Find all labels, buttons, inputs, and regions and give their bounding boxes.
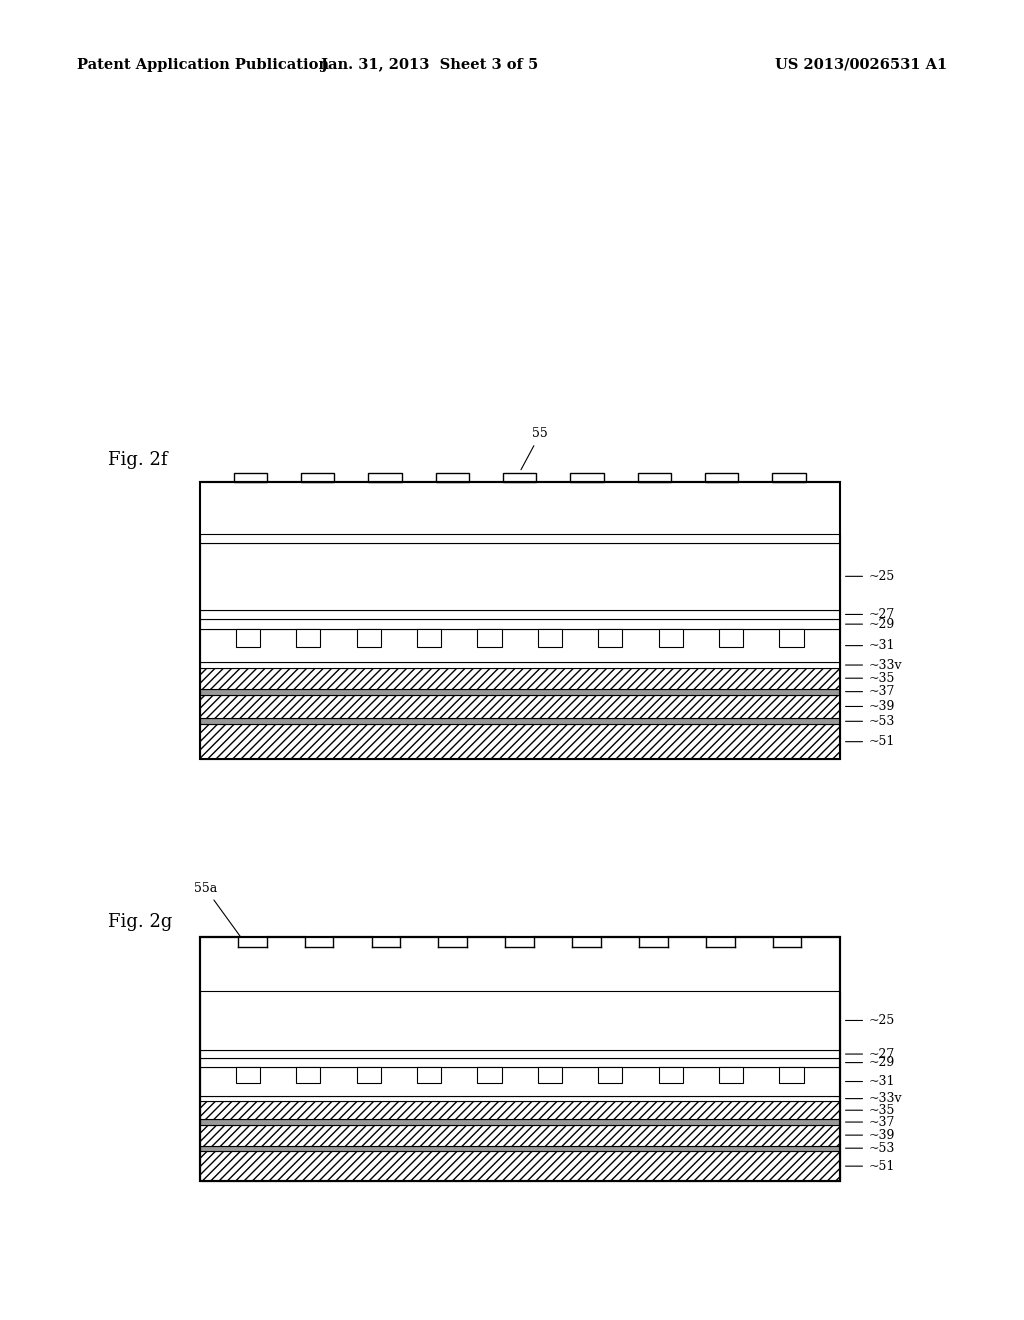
Bar <box>200 694 840 718</box>
Bar <box>706 937 734 946</box>
Text: ~25: ~25 <box>868 570 895 583</box>
Bar <box>200 937 840 1181</box>
Text: ~31: ~31 <box>868 639 895 652</box>
Bar <box>200 663 840 668</box>
Text: Patent Application Publication: Patent Application Publication <box>77 58 329 71</box>
Bar <box>538 1067 562 1082</box>
Text: ~25: ~25 <box>868 1014 895 1027</box>
Text: ~51: ~51 <box>868 1160 895 1172</box>
Bar <box>772 474 806 482</box>
Bar <box>598 1067 623 1082</box>
Bar <box>200 991 840 1049</box>
Bar <box>503 474 537 482</box>
Bar <box>233 474 267 482</box>
Bar <box>779 630 804 647</box>
Text: ~27: ~27 <box>868 1048 895 1060</box>
Bar <box>570 474 603 482</box>
Bar <box>200 1101 840 1119</box>
Bar <box>638 474 671 482</box>
Bar <box>598 630 623 647</box>
Text: Fig. 2g: Fig. 2g <box>108 912 172 931</box>
Bar <box>372 937 400 946</box>
Bar <box>200 718 840 725</box>
Bar <box>200 1119 840 1125</box>
Text: ~53: ~53 <box>868 1142 895 1155</box>
Bar <box>200 725 840 759</box>
Bar <box>200 619 840 630</box>
Bar <box>438 937 467 946</box>
Bar <box>639 937 668 946</box>
Bar <box>200 1067 840 1096</box>
Bar <box>779 1067 804 1082</box>
Bar <box>200 668 840 689</box>
Bar <box>356 1067 381 1082</box>
Text: 55a: 55a <box>194 882 245 942</box>
Text: ~53: ~53 <box>868 715 895 727</box>
Text: ~37: ~37 <box>868 1115 895 1129</box>
Text: ~51: ~51 <box>868 735 895 748</box>
Bar <box>538 630 562 647</box>
Bar <box>477 1067 502 1082</box>
Text: ~29: ~29 <box>868 618 895 631</box>
Bar <box>658 1067 683 1082</box>
Bar <box>301 474 334 482</box>
Bar <box>238 937 266 946</box>
Text: ~31: ~31 <box>868 1074 895 1088</box>
Bar <box>706 474 738 482</box>
Text: US 2013/0026531 A1: US 2013/0026531 A1 <box>775 58 947 71</box>
Bar <box>436 474 469 482</box>
Bar <box>200 482 840 759</box>
Text: ~39: ~39 <box>868 1129 895 1142</box>
Bar <box>296 630 321 647</box>
Bar <box>369 474 401 482</box>
Bar <box>200 1059 840 1067</box>
Bar <box>417 1067 441 1082</box>
Bar <box>236 630 260 647</box>
Bar <box>477 630 502 647</box>
Bar <box>200 1096 840 1101</box>
Text: 55: 55 <box>521 428 548 470</box>
Text: ~37: ~37 <box>868 685 895 698</box>
Bar <box>200 535 840 543</box>
Bar <box>200 543 840 610</box>
Bar <box>773 937 802 946</box>
Text: ~33v: ~33v <box>868 1092 902 1105</box>
Bar <box>200 1146 840 1151</box>
Bar <box>200 1125 840 1146</box>
Bar <box>200 937 840 1181</box>
Bar <box>719 1067 743 1082</box>
Text: ~27: ~27 <box>868 609 895 620</box>
Bar <box>200 610 840 619</box>
Bar <box>236 1067 260 1082</box>
Bar <box>719 630 743 647</box>
Text: ~35: ~35 <box>868 672 895 685</box>
Bar <box>658 630 683 647</box>
Bar <box>200 1151 840 1181</box>
Bar <box>417 630 441 647</box>
Bar <box>296 1067 321 1082</box>
Bar <box>305 937 334 946</box>
Bar <box>200 1049 840 1059</box>
Text: Jan. 31, 2013  Sheet 3 of 5: Jan. 31, 2013 Sheet 3 of 5 <box>322 58 539 71</box>
Text: ~35: ~35 <box>868 1104 895 1117</box>
Bar <box>572 937 601 946</box>
Text: ~33v: ~33v <box>868 659 902 672</box>
Text: ~39: ~39 <box>868 700 895 713</box>
Bar <box>200 630 840 663</box>
Text: Fig. 2f: Fig. 2f <box>108 450 167 469</box>
Bar <box>506 937 534 946</box>
Text: ~29: ~29 <box>868 1056 895 1069</box>
Bar <box>200 689 840 694</box>
Bar <box>356 630 381 647</box>
